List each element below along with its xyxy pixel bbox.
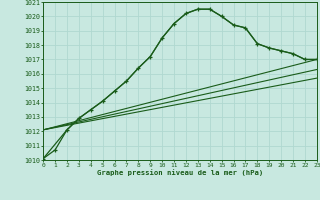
X-axis label: Graphe pression niveau de la mer (hPa): Graphe pression niveau de la mer (hPa)	[97, 169, 263, 176]
